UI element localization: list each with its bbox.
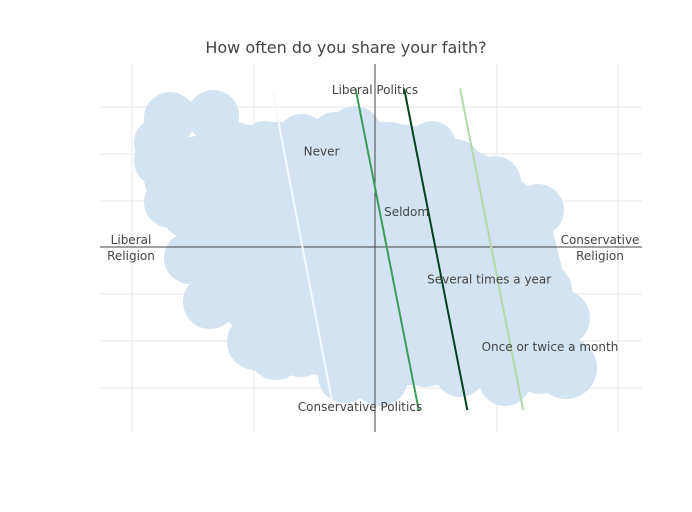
label-layer: Liberal Politics Conservative Politics L… xyxy=(107,83,639,414)
axis-label-top: Liberal Politics xyxy=(332,83,418,97)
axis-label-right-line2: Religion xyxy=(576,249,624,263)
series-line-3 xyxy=(459,88,525,411)
series-layer xyxy=(271,88,525,411)
cloud-layer xyxy=(134,90,597,406)
axis-label-left-line1: Liberal xyxy=(111,233,152,247)
series-line-1 xyxy=(354,88,420,411)
series-label-0: Never xyxy=(304,144,340,158)
series-label-3: Once or twice a month xyxy=(482,340,619,354)
series-label-2: Several times a year xyxy=(427,273,551,287)
axis-label-bottom: Conservative Politics xyxy=(298,400,422,414)
cloud-body xyxy=(158,118,575,385)
series-label-1: Seldom xyxy=(384,205,429,219)
axis-label-right-line1: Conservative xyxy=(561,233,640,247)
series-line-0 xyxy=(271,93,335,411)
series-line-2 xyxy=(403,88,469,411)
chart-title: How often do you share your faith? xyxy=(205,38,486,57)
axis-label-left-line2: Religion xyxy=(107,249,155,263)
axis-layer xyxy=(100,64,642,432)
